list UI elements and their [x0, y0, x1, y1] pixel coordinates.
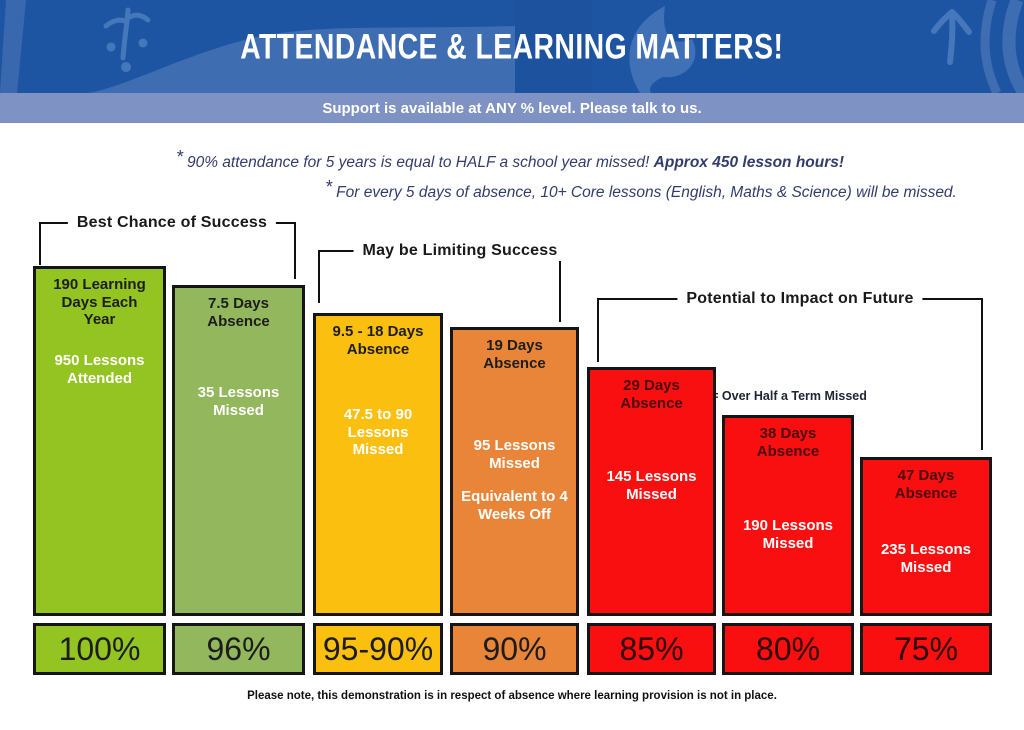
note-core-lessons: * For every 5 days of absence, 10+ Core l…: [325, 177, 957, 202]
bar-lessons-label: 145 Lessons Missed: [606, 468, 697, 503]
bar-75-percent: 47 Days Absence 235 Lessons Missed: [860, 457, 992, 616]
bar-days-label: 47 Days Absence: [894, 467, 958, 502]
over-half-term-note: = Over Half a Term Missed: [711, 389, 867, 404]
bar-100-percent: 190 Learning Days Each Year 950 Lessons …: [33, 266, 166, 616]
bar-days-label: 9.5 - 18 Days Absence: [332, 323, 424, 358]
percent-label: 96%: [206, 630, 271, 667]
panel-shape: [515, 0, 592, 93]
percent-label: 90%: [482, 630, 547, 667]
percent-box-80: 80%: [722, 623, 854, 675]
percent-label: 75%: [893, 630, 959, 667]
percent-box-96: 96%: [172, 623, 305, 675]
bar-90-percent: 19 Days Absence 95 Lessons Missed Equiva…: [450, 327, 579, 616]
bar-extra-label: Equivalent to 4 Weeks Off: [461, 488, 568, 523]
percent-label: 80%: [755, 630, 821, 667]
asterisk-marker: *: [175, 147, 183, 167]
percent-box-75: 75%: [860, 623, 992, 675]
bar-85-percent: 29 Days Absence 145 Lessons Missed: [587, 367, 716, 616]
percent-label: 100%: [58, 630, 141, 667]
stripe-shape: [0, 0, 26, 93]
leaf-icon: [629, 6, 696, 93]
bar-lessons-label: 95 Lessons Missed: [473, 437, 556, 472]
bar-lessons-label: 950 Lessons Attended: [54, 352, 145, 387]
bar-days-label: 19 Days Absence: [483, 337, 546, 372]
bar-lessons-label: 190 Lessons Missed: [742, 517, 834, 552]
header-decoration: [0, 0, 1024, 93]
note-attendance-5-years: * 90% attendance for 5 years is equal to …: [176, 147, 844, 172]
bar-96-percent: 7.5 Days Absence 35 Lessons Missed: [172, 285, 305, 616]
percent-box-95-90: 95-90%: [313, 623, 443, 675]
bracket-label-impact-future: Potential to Impact on Future: [677, 289, 923, 309]
percent-label: 95-90%: [322, 630, 434, 667]
support-banner: Support is available at ANY % level. Ple…: [0, 93, 1024, 123]
bar-days-label: 7.5 Days Absence: [207, 295, 270, 330]
bracket-label-best-chance: Best Chance of Success: [67, 213, 277, 233]
curve-stripes: [980, 0, 1024, 93]
percent-box-85: 85%: [587, 623, 716, 675]
footer-note: Please note, this demonstration is in re…: [247, 690, 777, 702]
sprout-icon: [103, 7, 151, 61]
arrow-up-icon: [931, 9, 972, 65]
percent-label: 85%: [619, 630, 684, 667]
bar-lessons-label: 35 Lessons Missed: [197, 384, 280, 419]
percent-box-100: 100%: [33, 623, 166, 675]
bar-95-90-percent: 9.5 - 18 Days Absence 47.5 to 90 Lessons…: [313, 313, 443, 616]
bar-days-label: 29 Days Absence: [620, 377, 683, 412]
bar-days-label: 190 Learning Days Each Year: [53, 276, 146, 329]
bar-80-percent: 38 Days Absence 190 Lessons Missed: [722, 415, 854, 616]
percent-box-90: 90%: [450, 623, 579, 675]
bar-lessons-label: 47.5 to 90 Lessons Missed: [343, 406, 413, 459]
note-text: 90% attendance for 5 years is equal to H…: [186, 154, 650, 171]
asterisk-marker: *: [325, 177, 333, 197]
bar-days-label: 38 Days Absence: [756, 425, 820, 460]
page-title: ATTENDANCE & LEARNING MATTERS!: [240, 26, 784, 66]
support-banner-text: Support is available at ANY % level. Ple…: [322, 99, 702, 117]
bracket-label-limiting-success: May be Limiting Success: [353, 241, 567, 261]
sprout-dots: [106, 38, 148, 72]
note-text: For every 5 days of absence, 10+ Core le…: [336, 184, 957, 201]
blob-shape: [88, 26, 515, 93]
header: ATTENDANCE & LEARNING MATTERS!: [0, 0, 1024, 93]
bar-lessons-label: 235 Lessons Missed: [880, 541, 972, 576]
note-bold-text: Approx 450 lesson hours!: [653, 154, 845, 171]
